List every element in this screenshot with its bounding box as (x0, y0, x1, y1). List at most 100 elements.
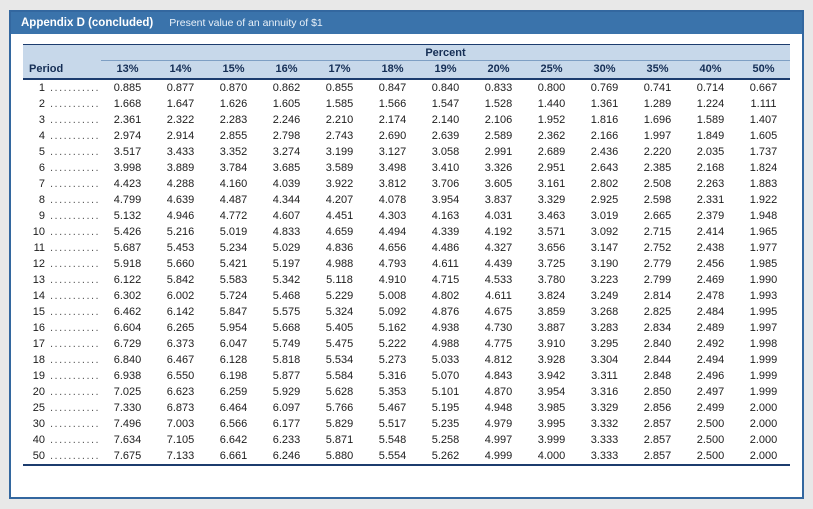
value-cell: 2.489 (684, 320, 737, 336)
value-cell: 5.118 (313, 272, 366, 288)
value-cell: 2.665 (631, 208, 684, 224)
group-header-row: Percent (23, 44, 790, 61)
rate-column-header: 20% (472, 60, 525, 80)
value-cell: 4.487 (207, 192, 260, 208)
value-cell: 0.769 (578, 79, 631, 96)
value-cell: 2.469 (684, 272, 737, 288)
value-cell: 4.288 (154, 176, 207, 192)
value-cell: 4.979 (472, 416, 525, 432)
value-cell: 4.836 (313, 240, 366, 256)
value-cell: 6.566 (207, 416, 260, 432)
table-row: 17 6.7296.3736.0475.7495.4755.2224.9884.7… (23, 336, 790, 352)
value-cell: 5.229 (313, 288, 366, 304)
value-cell: 2.414 (684, 224, 737, 240)
dot-leader (50, 130, 101, 142)
value-cell: 2.508 (631, 176, 684, 192)
value-cell: 6.047 (207, 336, 260, 352)
dot-leader (50, 194, 101, 206)
table-row: 6 3.9983.8893.7843.6853.5893.4983.4103.32… (23, 160, 790, 176)
value-cell: 6.873 (154, 400, 207, 416)
column-header-row: Period 13% 14% 15% 16% 17% 18% 19% 20% 25% 30% 35%… (23, 60, 790, 80)
value-cell: 4.494 (366, 224, 419, 240)
period-number: 9 (38, 210, 45, 222)
value-cell: 4.339 (419, 224, 472, 240)
table-row: 19 6.9386.5506.1985.8775.5845.3165.0704.8… (23, 368, 790, 384)
rate-column-header: 18% (366, 60, 419, 80)
period-number: 2 (38, 98, 45, 110)
period-cell: 13 (23, 272, 101, 288)
value-cell: 4.999 (472, 448, 525, 466)
value-cell: 4.988 (313, 256, 366, 272)
value-cell: 7.003 (154, 416, 207, 432)
value-cell: 3.249 (578, 288, 631, 304)
rate-column-header: 14% (154, 60, 207, 80)
value-cell: 2.500 (684, 432, 737, 448)
value-cell: 3.498 (366, 160, 419, 176)
value-cell: 6.233 (260, 432, 313, 448)
dot-leader (50, 226, 101, 238)
value-cell: 6.604 (101, 320, 154, 336)
value-cell: 4.160 (207, 176, 260, 192)
value-cell: 5.101 (419, 384, 472, 400)
period-corner-cell (23, 44, 101, 61)
value-cell: 5.008 (366, 288, 419, 304)
value-cell: 3.019 (578, 208, 631, 224)
value-cell: 5.534 (313, 352, 366, 368)
value-cell: 6.265 (154, 320, 207, 336)
value-cell: 3.463 (525, 208, 578, 224)
value-cell: 2.589 (472, 128, 525, 144)
value-cell: 1.668 (101, 96, 154, 112)
value-cell: 3.433 (154, 144, 207, 160)
value-cell: 4.486 (419, 240, 472, 256)
value-cell: 3.985 (525, 400, 578, 416)
value-cell: 2.856 (631, 400, 684, 416)
rate-column-header: 19% (419, 60, 472, 80)
value-cell: 4.000 (525, 448, 578, 466)
dot-leader (50, 386, 101, 398)
period-cell: 10 (23, 224, 101, 240)
dot-leader (50, 450, 101, 462)
value-cell: 2.834 (631, 320, 684, 336)
value-cell: 1.952 (525, 112, 578, 128)
value-cell: 2.106 (472, 112, 525, 128)
value-cell: 6.840 (101, 352, 154, 368)
value-cell: 3.922 (313, 176, 366, 192)
value-cell: 5.324 (313, 304, 366, 320)
value-cell: 3.928 (525, 352, 578, 368)
value-cell: 6.642 (207, 432, 260, 448)
value-cell: 2.140 (419, 112, 472, 128)
value-cell: 1.997 (631, 128, 684, 144)
value-cell: 1.977 (737, 240, 790, 256)
value-cell: 0.741 (631, 79, 684, 96)
value-cell: 1.965 (737, 224, 790, 240)
value-cell: 4.715 (419, 272, 472, 288)
appendix-subtitle: Present value of an annuity of $1 (169, 17, 323, 29)
value-cell: 5.871 (313, 432, 366, 448)
value-cell: 5.575 (260, 304, 313, 320)
value-cell: 3.333 (578, 432, 631, 448)
value-cell: 6.661 (207, 448, 260, 466)
value-cell: 1.440 (525, 96, 578, 112)
value-cell: 5.092 (366, 304, 419, 320)
value-cell: 1.585 (313, 96, 366, 112)
value-cell: 1.922 (737, 192, 790, 208)
value-cell: 3.605 (472, 176, 525, 192)
table-area: Percent Period 13% 14% 15% 16% 17% 18% 19% 20% 2… (11, 34, 802, 466)
value-cell: 3.316 (578, 384, 631, 400)
value-cell: 5.262 (419, 448, 472, 466)
value-cell: 1.547 (419, 96, 472, 112)
value-cell: 4.656 (366, 240, 419, 256)
value-cell: 5.847 (207, 304, 260, 320)
value-cell: 5.195 (419, 400, 472, 416)
value-cell: 5.342 (260, 272, 313, 288)
table-row: 50 7.6757.1336.6616.2465.8805.5545.2624.9… (23, 448, 790, 466)
period-number: 7 (38, 178, 45, 190)
value-cell: 4.910 (366, 272, 419, 288)
value-cell: 2.598 (631, 192, 684, 208)
value-cell: 1.737 (737, 144, 790, 160)
dot-leader (50, 354, 101, 366)
value-cell: 3.147 (578, 240, 631, 256)
period-cell: 16 (23, 320, 101, 336)
value-cell: 2.456 (684, 256, 737, 272)
rate-column-header: 35% (631, 60, 684, 80)
